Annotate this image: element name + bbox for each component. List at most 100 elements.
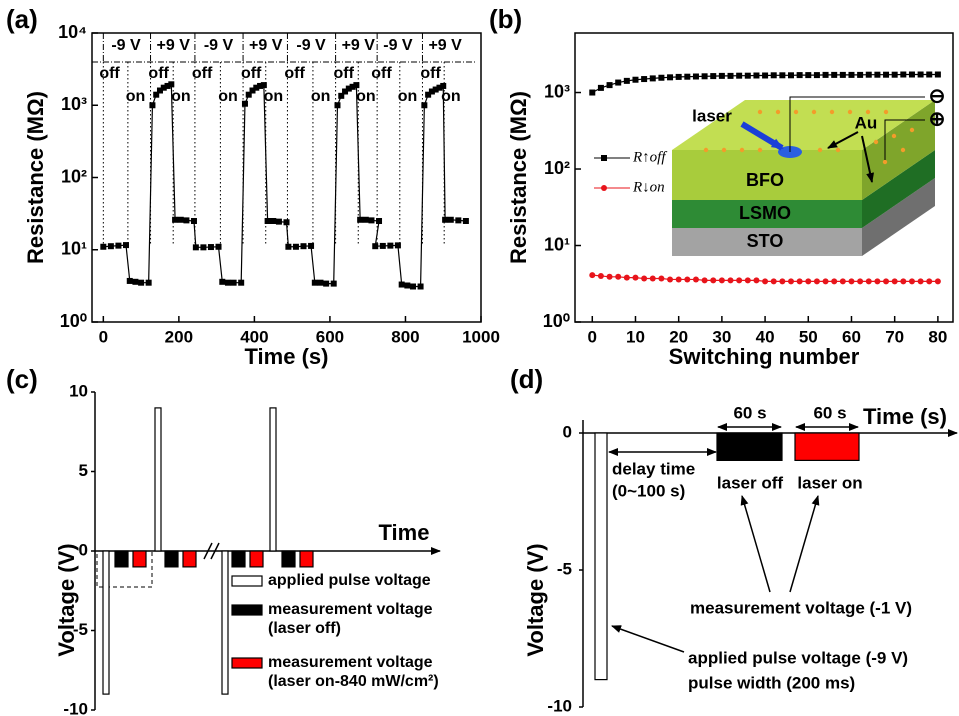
data-point	[338, 92, 345, 99]
y-tick-label: -10	[547, 696, 572, 715]
voltage-label: +9 V	[249, 37, 283, 54]
legend-label-box: measurement voltage (laser off)	[268, 601, 433, 637]
x-axis-label: Time (s)	[245, 344, 329, 369]
data-point	[156, 87, 163, 94]
legend-label: measurement voltage (laser on-840 mW/cm²…	[268, 654, 439, 690]
state-label: on	[264, 88, 284, 105]
legend-label-box: measurement voltage (laser on-840 mW/cm²…	[268, 654, 439, 690]
data-point	[436, 84, 443, 91]
data-point	[100, 243, 107, 250]
state-label: off	[241, 65, 262, 82]
data-point	[126, 277, 133, 284]
x-tick-label: 40	[756, 327, 775, 346]
data-point	[606, 82, 613, 89]
y-tick-label: 10³	[61, 94, 87, 114]
data-point	[675, 73, 682, 80]
bar	[299, 550, 314, 568]
data-point	[398, 281, 405, 288]
data-point	[224, 279, 231, 286]
data-point	[623, 77, 630, 84]
data-point	[264, 217, 271, 224]
voltage-label: +9 V	[342, 37, 376, 54]
data-point	[926, 278, 933, 285]
data-point	[122, 242, 129, 249]
annotation-arrow	[740, 495, 771, 593]
data-point	[597, 84, 604, 91]
data-point	[908, 71, 915, 78]
annotation: applied pulse voltage (-9 V)	[688, 648, 908, 667]
y-axis-label: Voltage (V)	[523, 543, 548, 656]
data-point	[796, 278, 803, 285]
data-point	[788, 278, 794, 285]
x-tick-label: 20	[669, 327, 688, 346]
y-tick-label: 0	[79, 540, 88, 559]
y-tick-label: 10²	[544, 158, 570, 178]
data-point	[160, 84, 167, 91]
x-tick-label: 80	[928, 327, 947, 346]
y-tick-label: 10³	[544, 81, 570, 101]
y-axis-label: Resistance (MΩ)	[23, 91, 48, 264]
x-tick-label: 400	[240, 327, 268, 346]
data-point	[168, 81, 175, 88]
data-point	[421, 102, 428, 109]
y-tick-label: -10	[63, 699, 88, 716]
state-label: on	[218, 88, 238, 105]
annotation: measurement voltage (-1 V)	[690, 598, 912, 617]
data-point	[744, 277, 751, 284]
data-point	[934, 278, 941, 285]
data-point	[462, 217, 469, 224]
data-point	[342, 88, 349, 95]
data-point	[926, 71, 933, 78]
data-point	[839, 71, 846, 78]
annotation: pulse width (200 ms)	[688, 673, 855, 692]
data-point	[667, 276, 674, 283]
annotation: (0~100 s)	[612, 481, 685, 500]
laser-label: laser	[692, 106, 732, 125]
data-point	[839, 278, 846, 285]
annotation-arrow	[789, 495, 820, 593]
data-point	[597, 272, 604, 279]
data-point	[865, 278, 872, 285]
data-point	[874, 71, 881, 78]
x-tick-label: 70	[885, 327, 904, 346]
au-arrow	[827, 131, 859, 149]
data-point	[805, 278, 812, 285]
sto-front	[672, 228, 862, 256]
data-point	[632, 274, 639, 281]
data-point	[257, 82, 264, 89]
x-tick-label: 10	[626, 327, 645, 346]
data-point	[615, 273, 622, 280]
annotation: 60 s	[733, 403, 766, 422]
data-point	[701, 73, 708, 80]
state-label: off	[192, 65, 213, 82]
data-point	[270, 217, 277, 224]
axis-break	[203, 542, 220, 560]
data-point	[275, 218, 282, 225]
data-point	[362, 216, 369, 223]
data-point	[692, 276, 699, 283]
x-tick-label: 60	[842, 327, 861, 346]
data-point	[822, 278, 829, 285]
data-point	[649, 75, 656, 82]
data-point	[788, 72, 794, 79]
data-point	[710, 277, 717, 284]
data-point	[215, 243, 222, 250]
data-point	[684, 276, 691, 283]
data-point	[283, 219, 290, 226]
data-point	[857, 71, 864, 78]
y-tick-label: 10	[69, 381, 88, 400]
data-point	[779, 278, 786, 285]
data-point	[641, 76, 648, 83]
annotation: delay time	[612, 459, 695, 478]
data-point	[107, 243, 114, 250]
x-tick-label: 50	[799, 327, 818, 346]
legend-swatch	[231, 575, 263, 587]
data-point	[190, 217, 197, 224]
data-point	[805, 72, 812, 79]
y-tick-label: -5	[73, 620, 88, 639]
layer-label: LSMO	[739, 203, 791, 223]
data-point	[447, 216, 454, 223]
state-label: off	[99, 65, 120, 82]
data-point	[874, 278, 881, 285]
